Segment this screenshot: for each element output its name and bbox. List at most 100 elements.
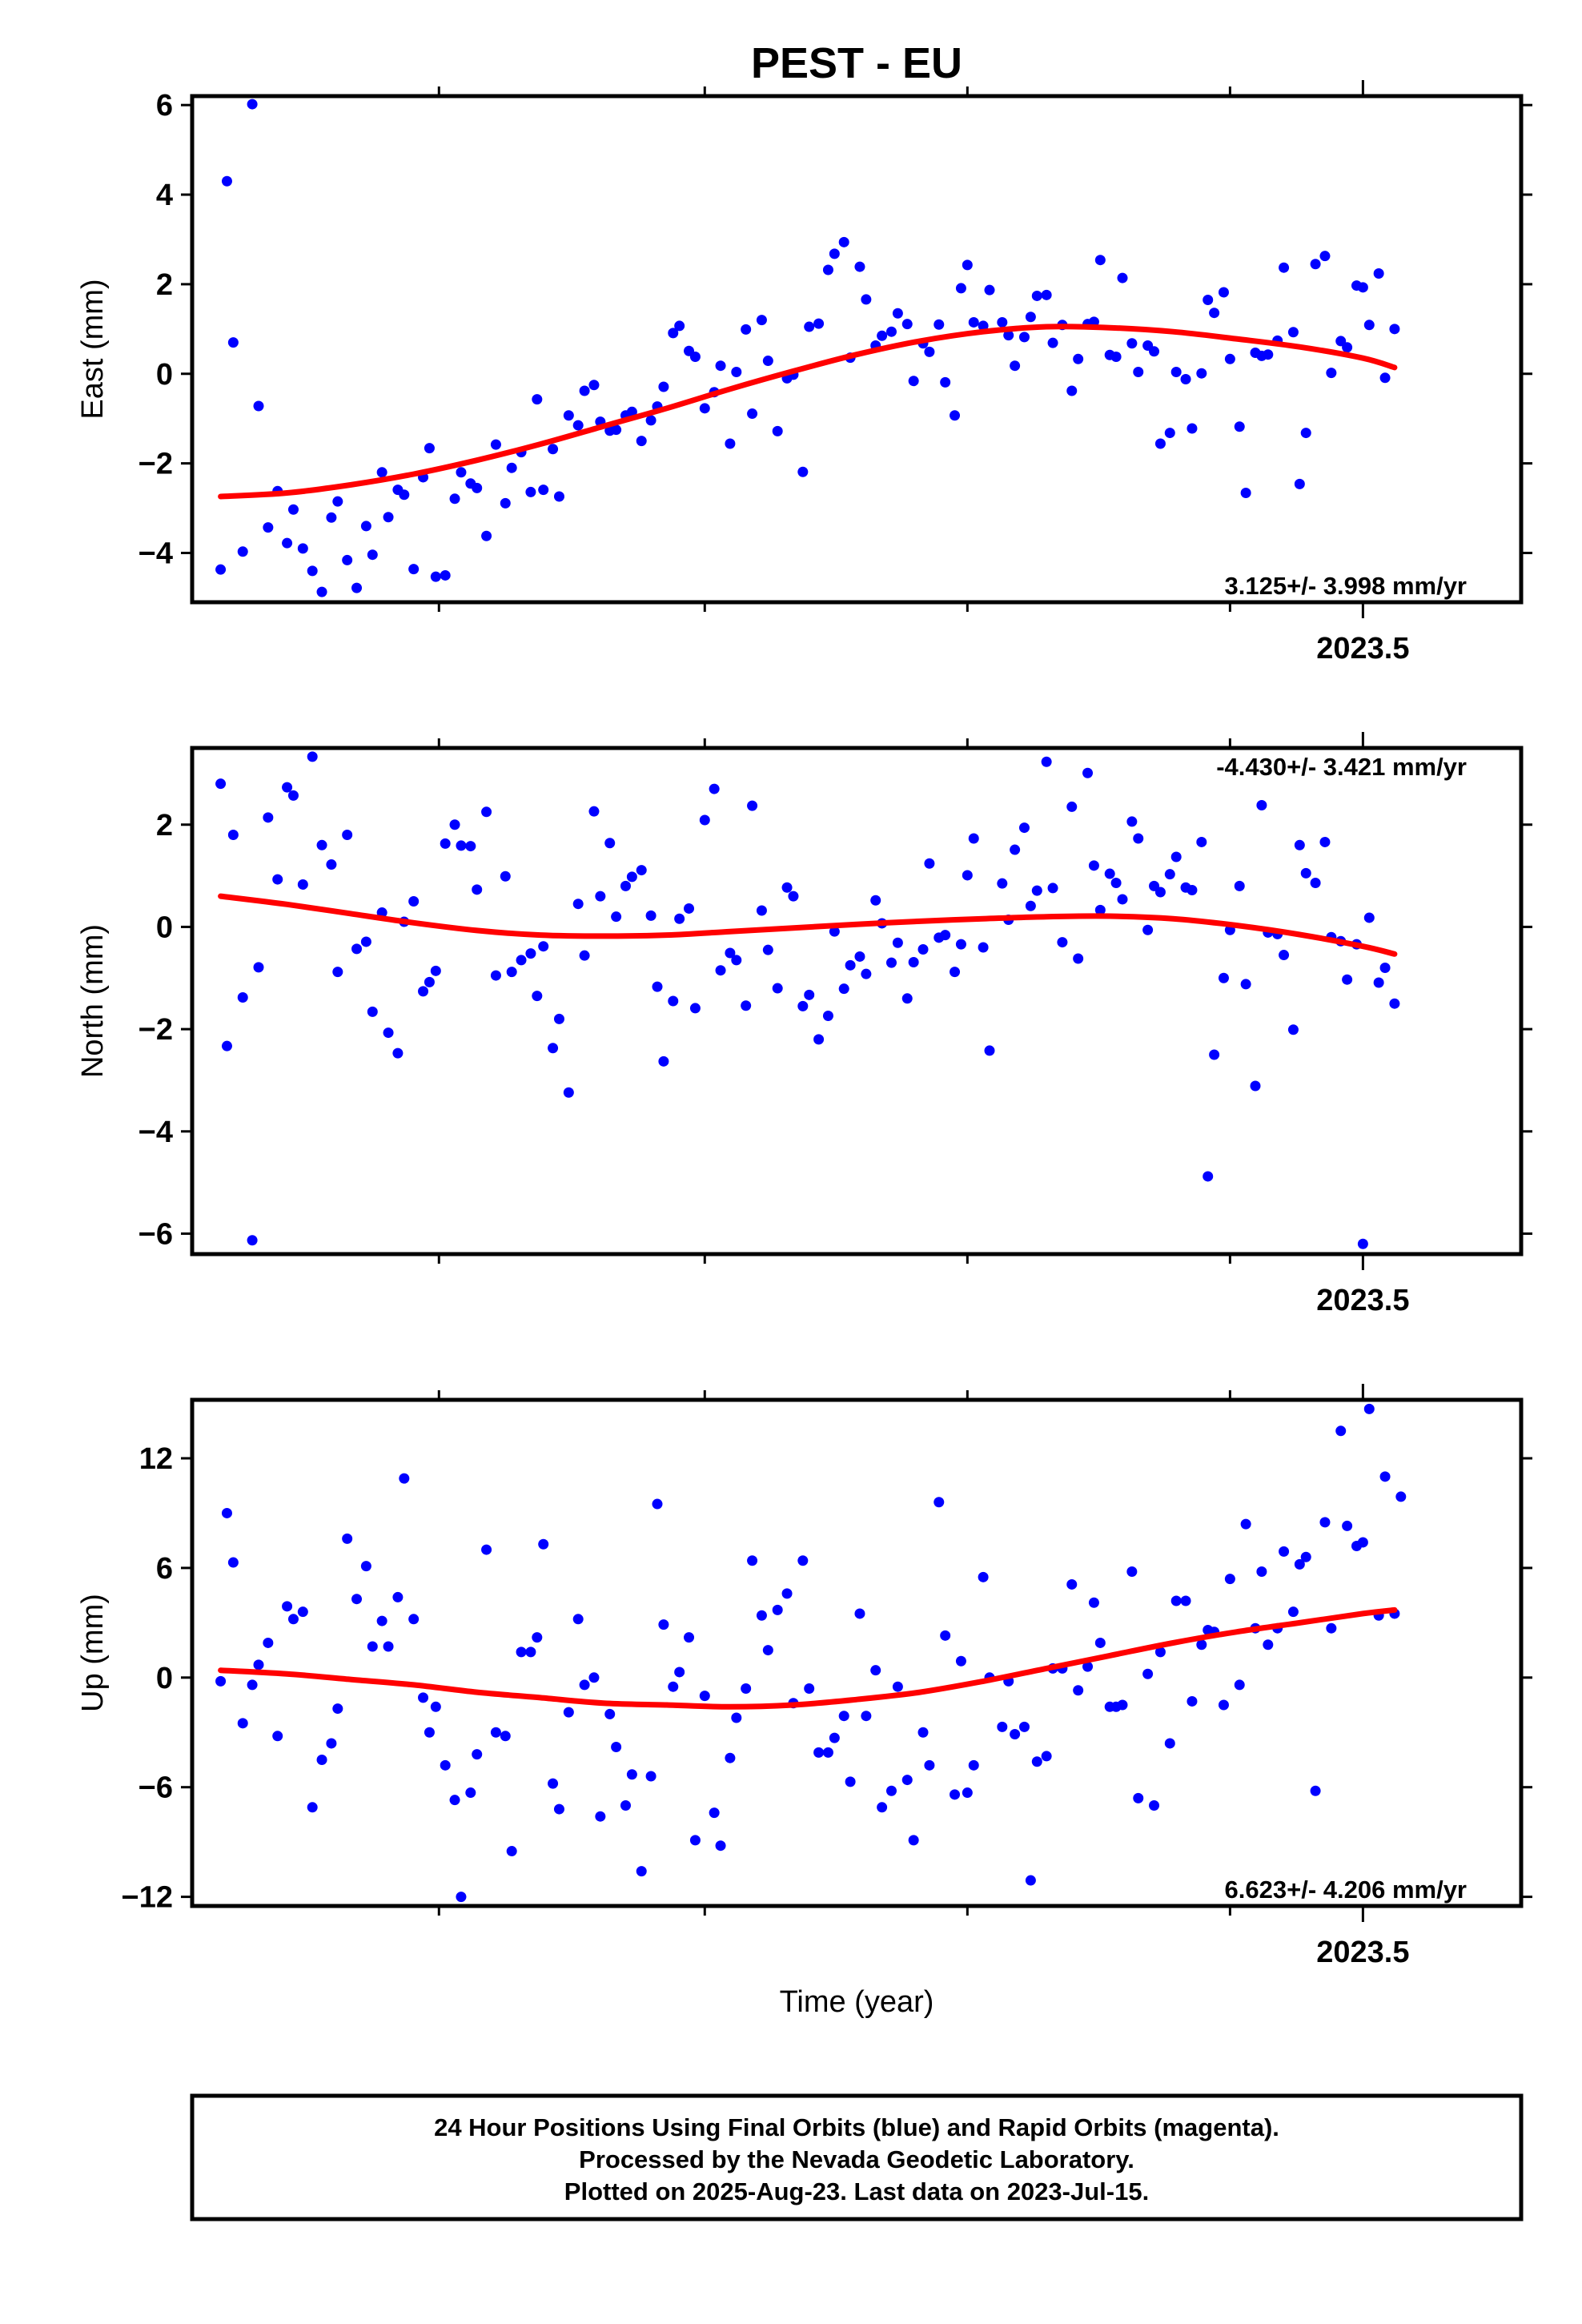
east-data-point bbox=[861, 294, 872, 305]
up-data-point bbox=[1218, 1699, 1229, 1711]
east-data-point bbox=[579, 385, 590, 396]
north-data-point bbox=[1154, 887, 1166, 898]
up-data-point bbox=[955, 1655, 966, 1667]
north-fit-line bbox=[218, 893, 1398, 957]
north-data-point bbox=[538, 941, 549, 952]
up-data-point bbox=[1300, 1551, 1311, 1562]
up-data-point bbox=[1319, 1517, 1331, 1528]
east-data-point bbox=[307, 565, 318, 577]
up-data-point bbox=[351, 1594, 363, 1605]
east-data-point bbox=[1041, 289, 1052, 300]
up-data-point bbox=[253, 1659, 264, 1671]
north-data-point bbox=[1300, 867, 1311, 879]
up-data-point bbox=[804, 1683, 815, 1694]
up-data-point bbox=[227, 1557, 239, 1568]
east-fit-line bbox=[218, 324, 1398, 500]
east-data-point bbox=[877, 330, 888, 341]
east-data-point bbox=[1389, 324, 1400, 335]
east-data-point bbox=[449, 493, 460, 505]
north-panel: −6 −4 −2 0 2 2023.5 North (mm) -4.430+/- 3.421 … bbox=[76, 732, 1532, 1317]
up-data-point bbox=[940, 1630, 951, 1641]
up-data-point bbox=[237, 1718, 248, 1729]
east-data-point bbox=[892, 308, 903, 319]
up-data-point bbox=[715, 1840, 726, 1852]
north-data-point bbox=[215, 778, 227, 790]
up-data-point bbox=[1357, 1537, 1368, 1548]
north-data-point bbox=[854, 951, 865, 962]
north-data-point bbox=[684, 903, 695, 914]
north-data-point bbox=[1234, 880, 1245, 891]
up-fit-line bbox=[218, 1606, 1398, 1710]
up-data-point bbox=[1263, 1639, 1274, 1651]
up-data-point bbox=[316, 1754, 327, 1765]
east-data-point bbox=[367, 549, 378, 561]
north-data-point bbox=[1073, 953, 1084, 964]
east-data-point bbox=[1209, 308, 1220, 319]
up-data-point bbox=[1186, 1695, 1198, 1707]
east-data-point bbox=[287, 504, 299, 515]
up-data-point bbox=[1379, 1471, 1391, 1482]
up-data-point bbox=[326, 1738, 337, 1749]
up-data-point bbox=[572, 1614, 584, 1625]
east-data-point bbox=[440, 569, 451, 581]
up-data-point bbox=[1041, 1751, 1052, 1762]
east-data-point bbox=[553, 491, 564, 502]
north-data-point bbox=[978, 942, 989, 953]
up-data-point bbox=[588, 1672, 600, 1683]
east-data-point bbox=[481, 530, 492, 541]
north-data-point bbox=[1047, 883, 1058, 894]
east-data-point bbox=[1010, 360, 1021, 372]
east-data-point bbox=[247, 99, 258, 110]
north-data-point bbox=[326, 859, 337, 870]
up-data-point bbox=[1395, 1491, 1407, 1502]
east-data-point bbox=[538, 485, 549, 496]
east-plot-frame bbox=[190, 94, 1524, 605]
up-data-point bbox=[762, 1645, 773, 1656]
east-data-point bbox=[674, 320, 685, 332]
north-data-point bbox=[968, 833, 979, 844]
north-data-point bbox=[430, 965, 441, 976]
up-data-point bbox=[725, 1752, 736, 1763]
east-data-point bbox=[490, 439, 501, 450]
up-data-point bbox=[645, 1771, 656, 1782]
up-data-point bbox=[870, 1665, 881, 1676]
east-data-point bbox=[838, 236, 849, 247]
east-data-point bbox=[326, 512, 337, 523]
north-data-point bbox=[316, 839, 327, 850]
north-data-point bbox=[532, 991, 543, 1002]
north-data-point bbox=[408, 896, 420, 907]
north-data-point bbox=[731, 955, 742, 966]
north-data-point bbox=[1066, 801, 1078, 812]
north-data-point bbox=[747, 800, 758, 811]
north-data-point bbox=[579, 950, 590, 961]
north-data-point bbox=[741, 1000, 752, 1011]
up-data-point bbox=[1240, 1518, 1251, 1530]
north-data-point bbox=[440, 838, 451, 849]
north-velocity-label: -4.430+/- 3.421 mm/yr bbox=[1216, 753, 1467, 781]
north-data-point bbox=[287, 790, 299, 801]
east-data-point bbox=[1170, 367, 1182, 378]
north-data-point bbox=[1256, 799, 1267, 810]
up-data-point bbox=[595, 1811, 606, 1822]
east-xtick-label: 2023.5 bbox=[1316, 632, 1409, 665]
east-data-point bbox=[548, 444, 559, 455]
north-data-point bbox=[1117, 894, 1128, 905]
north-data-point bbox=[1170, 851, 1182, 862]
north-data-point bbox=[1294, 839, 1305, 850]
east-data-point bbox=[940, 376, 951, 388]
east-data-point bbox=[804, 321, 815, 332]
up-data-point bbox=[490, 1727, 501, 1738]
north-data-point bbox=[392, 1047, 404, 1059]
north-data-point bbox=[813, 1034, 825, 1045]
east-data-point bbox=[1319, 251, 1331, 262]
north-ytick-label: −2 bbox=[139, 1013, 173, 1047]
north-data-point bbox=[870, 895, 881, 906]
up-data-point bbox=[532, 1632, 543, 1643]
up-data-point bbox=[332, 1703, 343, 1715]
up-data-point bbox=[1234, 1679, 1245, 1691]
north-data-point bbox=[861, 968, 872, 979]
east-data-point bbox=[1342, 342, 1353, 353]
up-data-point bbox=[1018, 1721, 1030, 1732]
east-data-point bbox=[1126, 338, 1138, 349]
